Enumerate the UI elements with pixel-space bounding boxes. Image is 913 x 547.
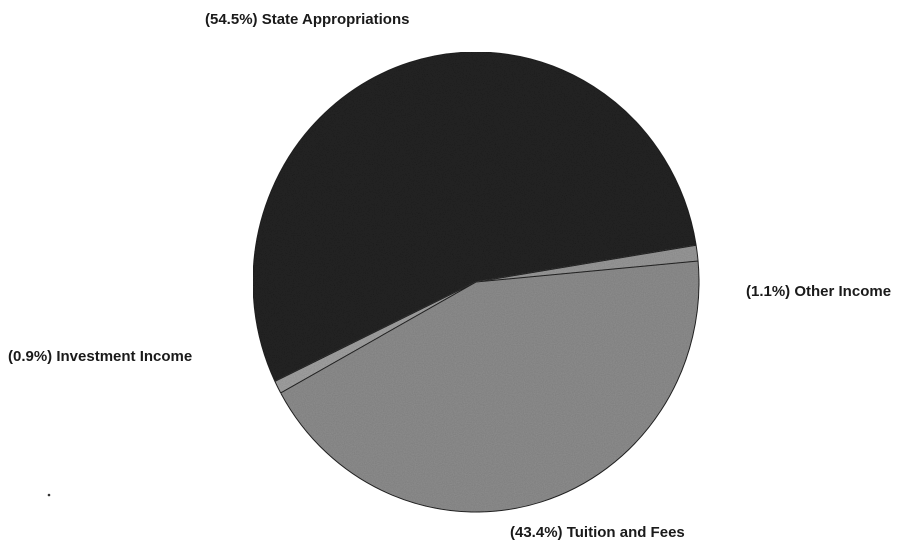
label-other-income: (1.1%) Other Income <box>746 283 891 300</box>
label-tuition-and-fees: (43.4%) Tuition and Fees <box>510 524 685 541</box>
pie-slice-state-appropriations <box>252 51 697 383</box>
pie-slice-tuition-and-fees <box>279 260 700 513</box>
scan-speck <box>47 493 51 497</box>
label-investment-income: (0.9%) Investment Income <box>8 348 192 365</box>
pie-slices <box>252 51 700 513</box>
pie-labels: (54.5%) State Appropriations (1.1%) Othe… <box>8 11 891 541</box>
label-state-appropriations: (54.5%) State Appropriations <box>205 11 409 28</box>
pie-slice-investment-income <box>274 281 477 394</box>
